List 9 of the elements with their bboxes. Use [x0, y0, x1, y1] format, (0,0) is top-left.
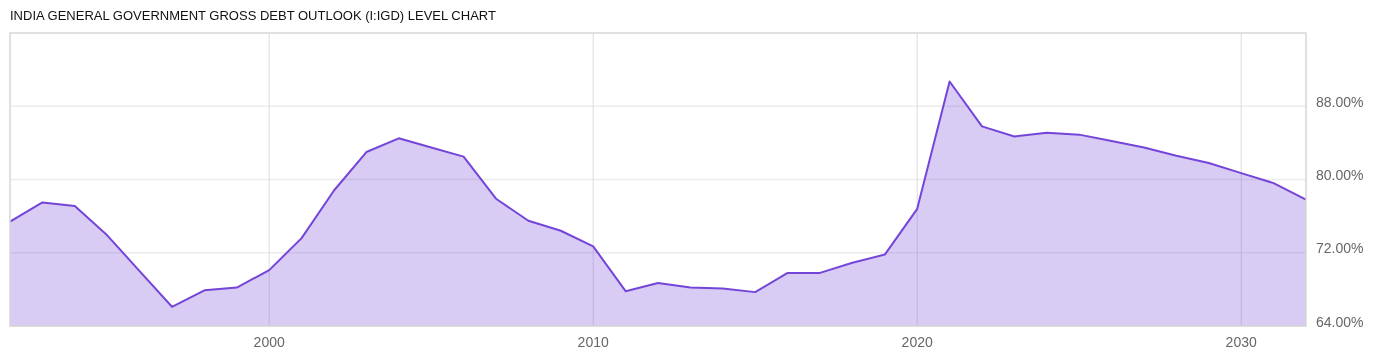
chart-title: INDIA GENERAL GOVERNMENT GROSS DEBT OUTLOOK (I:IGD) LEVEL CHART [10, 8, 496, 23]
x-tick-label: 2020 [901, 334, 933, 350]
x-tick-label: 2000 [253, 334, 285, 350]
x-tick-label: 2010 [577, 334, 609, 350]
x-tick-label: 2030 [1225, 334, 1257, 350]
y-tick-label: 64.00% [1316, 313, 1364, 330]
y-tick-label: 88.00% [1316, 93, 1364, 110]
y-tick-label: 72.00% [1316, 240, 1364, 257]
y-tick-label: 80.00% [1316, 167, 1364, 184]
